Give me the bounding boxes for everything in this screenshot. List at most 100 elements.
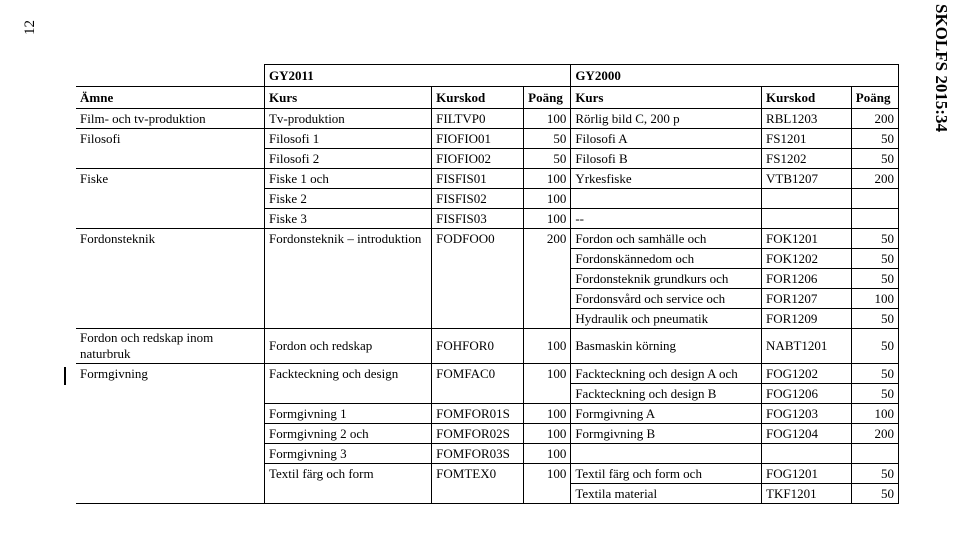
table-cell: TKF1201	[762, 484, 852, 504]
table-cell: Fordonsteknik	[76, 229, 264, 249]
col-kurs-l: Kurs	[264, 87, 431, 109]
table-cell: 100	[851, 404, 898, 424]
table-cell: Fiske 1 och	[264, 169, 431, 189]
table-cell: Formgivning 3	[264, 444, 431, 464]
table-row: Fordonskännedom ochFOK120250	[76, 249, 899, 269]
table-cell	[524, 384, 571, 404]
table-cell	[851, 444, 898, 464]
table-cell: FILTVP0	[432, 109, 524, 129]
table-cell	[762, 444, 852, 464]
table-cell: Fordonsteknik – introduktion	[264, 229, 431, 249]
table-cell: Fordonskännedom och	[571, 249, 762, 269]
table-cell	[762, 209, 852, 229]
table-cell	[524, 289, 571, 309]
table-cell: Yrkesfiske	[571, 169, 762, 189]
col-kurs-r: Kurs	[571, 87, 762, 109]
col-poang-r: Poäng	[851, 87, 898, 109]
table-cell	[76, 484, 264, 504]
table-cell: 50	[851, 249, 898, 269]
table-cell	[76, 444, 264, 464]
col-poang-l: Poäng	[524, 87, 571, 109]
table-cell	[76, 464, 264, 484]
table-cell: FOG1202	[762, 364, 852, 384]
table-cell	[524, 269, 571, 289]
table-cell: 200	[851, 424, 898, 444]
table-cell: 100	[851, 289, 898, 309]
table-cell: Fackteckning och design	[264, 364, 431, 384]
table-cell: Filosofi	[76, 129, 264, 149]
table-cell	[432, 249, 524, 269]
table-cell	[76, 289, 264, 309]
table-cell: FIOFIO02	[432, 149, 524, 169]
table-cell: 50	[851, 384, 898, 404]
table-cell: Fiske 2	[264, 189, 431, 209]
table-cell: FOR1209	[762, 309, 852, 329]
table-cell	[76, 424, 264, 444]
table-cell: FS1201	[762, 129, 852, 149]
table-cell: Fordon och samhälle och	[571, 229, 762, 249]
table-cell: Fordonsteknik grundkurs och	[571, 269, 762, 289]
table-cell	[851, 189, 898, 209]
table-cell: FOG1206	[762, 384, 852, 404]
table-cell: 50	[851, 364, 898, 384]
table-cell: Fackteckning och design A och	[571, 364, 762, 384]
table-cell: FOMFAC0	[432, 364, 524, 384]
table-cell: FODFOO0	[432, 229, 524, 249]
table-cell	[264, 289, 431, 309]
table-row: FiskeFiske 1 ochFISFIS01100YrkesfiskeVTB…	[76, 169, 899, 189]
table-cell: Film- och tv-produktion	[76, 109, 264, 129]
table-cell: 50	[851, 464, 898, 484]
col-kod-l: Kurskod	[432, 87, 524, 109]
table-row: FormgivningFackteckning och designFOMFAC…	[76, 364, 899, 384]
table-cell: Fiske 3	[264, 209, 431, 229]
table-cell: FISFIS03	[432, 209, 524, 229]
table-cell: Fordon och redskap	[264, 329, 431, 364]
table-cell	[762, 189, 852, 209]
table-cell: Tv-produktion	[264, 109, 431, 129]
table-cell	[571, 444, 762, 464]
table-cell	[524, 249, 571, 269]
table-cell: 50	[851, 484, 898, 504]
table-cell: 100	[524, 209, 571, 229]
table-cell: FOG1204	[762, 424, 852, 444]
table-cell: 50	[851, 149, 898, 169]
table-cell: 100	[524, 424, 571, 444]
table-cell: FOG1201	[762, 464, 852, 484]
table-row: Film- och tv-produktionTv-produktionFILT…	[76, 109, 899, 129]
table-cell: Rörlig bild C, 200 p	[571, 109, 762, 129]
table-cell	[432, 289, 524, 309]
table-cell: Formgivning	[76, 364, 264, 384]
table-cell: FISFIS02	[432, 189, 524, 209]
table-cell: Hydraulik och pneumatik	[571, 309, 762, 329]
table-row: Fordon och redskap inom naturbrukFordon …	[76, 329, 899, 364]
table-cell: Textil färg och form	[264, 464, 431, 484]
table-cell: 200	[851, 109, 898, 129]
table-cell	[76, 404, 264, 424]
table-cell: 100	[524, 329, 571, 364]
table-cell: Textila material	[571, 484, 762, 504]
table-cell: 50	[851, 309, 898, 329]
table-cell: Formgivning B	[571, 424, 762, 444]
table-cell	[76, 149, 264, 169]
table-cell: Fiske	[76, 169, 264, 189]
table-cell: FOR1206	[762, 269, 852, 289]
table-cell	[432, 384, 524, 404]
course-table: GY2011 GY2000 Ämne Kurs Kurskod Poäng Ku…	[76, 64, 899, 504]
table-cell: Filosofi A	[571, 129, 762, 149]
table-cell	[432, 484, 524, 504]
table-cell	[76, 189, 264, 209]
table-cell: Fordon och redskap inom naturbruk	[76, 329, 264, 364]
table-cell: NABT1201	[762, 329, 852, 364]
table-cell: FOMFOR02S	[432, 424, 524, 444]
table-cell: --	[571, 209, 762, 229]
table-cell	[432, 309, 524, 329]
table-cell: Formgivning A	[571, 404, 762, 424]
table-cell	[432, 269, 524, 289]
table-cell	[76, 309, 264, 329]
table-row: Filosofi 2FIOFIO0250Filosofi BFS120250	[76, 149, 899, 169]
table-cell: Filosofi 2	[264, 149, 431, 169]
page-number: 12	[22, 20, 39, 35]
table-row: FordonsteknikFordonsteknik – introduktio…	[76, 229, 899, 249]
table-cell	[524, 309, 571, 329]
table-cell: 100	[524, 364, 571, 384]
